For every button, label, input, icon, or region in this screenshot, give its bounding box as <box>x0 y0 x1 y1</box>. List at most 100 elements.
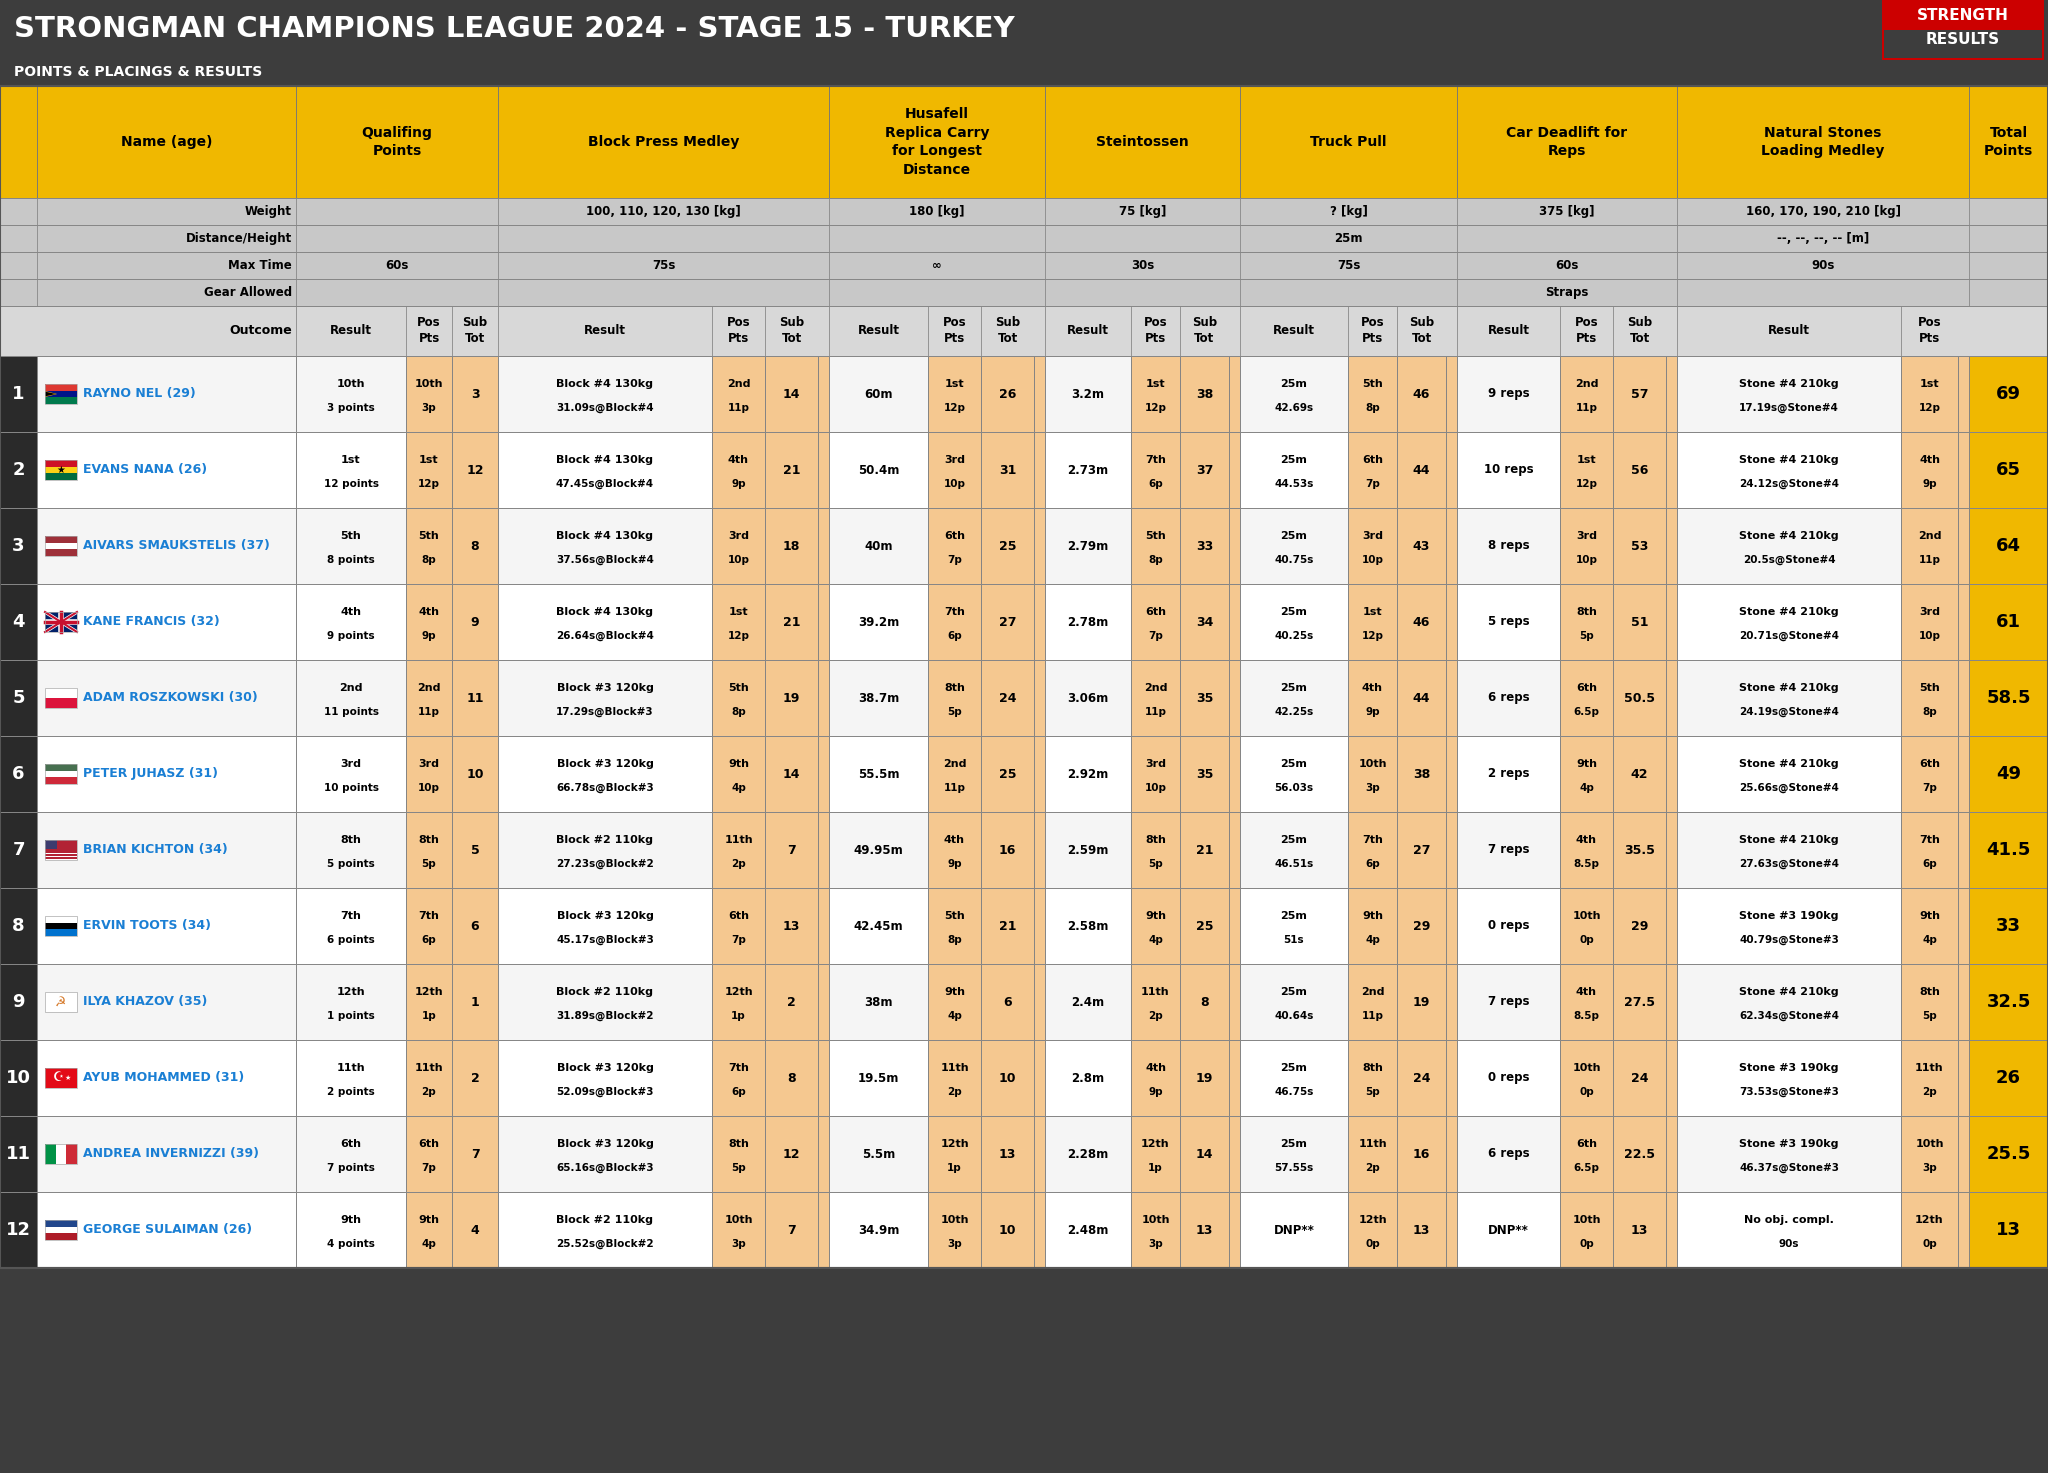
Text: 10th: 10th <box>1573 1064 1602 1074</box>
Text: 6p: 6p <box>731 1087 745 1097</box>
Text: ☪: ☪ <box>53 1071 63 1084</box>
Bar <box>55 1145 66 1164</box>
Text: 46: 46 <box>1413 387 1430 401</box>
Bar <box>498 963 713 1040</box>
Bar <box>498 1192 713 1268</box>
Text: 19.5m: 19.5m <box>858 1071 899 1084</box>
Text: Block #2 110kg: Block #2 110kg <box>557 987 653 997</box>
Bar <box>1348 812 1397 888</box>
Bar <box>713 736 766 812</box>
Bar <box>1968 660 2048 736</box>
Text: 9th: 9th <box>1145 912 1165 921</box>
Bar <box>45 1145 78 1164</box>
Bar <box>1397 736 1446 812</box>
Bar <box>1677 963 1901 1040</box>
Bar <box>45 467 78 473</box>
Bar <box>37 1040 2048 1117</box>
Text: 26: 26 <box>1997 1069 2021 1087</box>
Text: 60s: 60s <box>385 259 410 273</box>
Bar <box>0 225 2048 252</box>
Bar <box>713 888 766 963</box>
Text: EVANS NANA (26): EVANS NANA (26) <box>84 464 207 476</box>
Bar <box>1456 660 1561 736</box>
Text: 10th: 10th <box>1915 1139 1944 1149</box>
Bar <box>1229 736 1239 812</box>
Text: 2p: 2p <box>1149 1010 1163 1021</box>
Text: Qualifing
Points: Qualifing Points <box>362 125 432 158</box>
Bar <box>1456 812 1561 888</box>
Text: No obj. compl.: No obj. compl. <box>1745 1215 1833 1226</box>
Text: 25.52s@Block#2: 25.52s@Block#2 <box>557 1239 653 1249</box>
Text: 12th: 12th <box>414 987 442 997</box>
Bar <box>713 1117 766 1192</box>
Bar <box>0 1040 37 1117</box>
Bar <box>829 963 928 1040</box>
Bar <box>297 736 406 812</box>
Bar <box>1561 432 1614 508</box>
Text: 44: 44 <box>1413 691 1430 704</box>
Bar <box>37 356 2048 432</box>
Bar <box>1968 1192 2048 1268</box>
Text: 8th: 8th <box>1577 607 1597 617</box>
Bar <box>928 736 981 812</box>
Bar <box>1180 583 1229 660</box>
Text: 4th: 4th <box>1145 1064 1165 1074</box>
Text: 11th: 11th <box>940 1064 969 1074</box>
Bar <box>37 356 297 432</box>
Text: 8th: 8th <box>944 683 965 694</box>
Text: 9p: 9p <box>946 859 963 869</box>
Bar <box>1348 660 1397 736</box>
Bar <box>406 888 453 963</box>
Text: 25m: 25m <box>1280 683 1307 694</box>
Bar <box>45 991 78 1012</box>
Text: 8 reps: 8 reps <box>1487 539 1530 552</box>
Text: 13: 13 <box>1997 1221 2021 1239</box>
Text: 6p: 6p <box>422 935 436 944</box>
Text: 7th: 7th <box>1919 835 1939 846</box>
Text: 25m: 25m <box>1280 1139 1307 1149</box>
Bar <box>1397 660 1446 736</box>
Text: 7 points: 7 points <box>328 1162 375 1173</box>
Text: 6: 6 <box>1004 996 1012 1009</box>
Text: 2.73m: 2.73m <box>1067 464 1108 476</box>
Text: 375 [kg]: 375 [kg] <box>1540 205 1595 218</box>
Text: Stone #4 210kg: Stone #4 210kg <box>1739 987 1839 997</box>
Text: ∞: ∞ <box>932 259 942 273</box>
Bar <box>45 473 78 480</box>
Bar <box>981 888 1034 963</box>
Text: 5p: 5p <box>422 859 436 869</box>
Bar <box>817 432 829 508</box>
Bar <box>1958 963 1968 1040</box>
Bar <box>1968 963 2048 1040</box>
Text: 12p: 12p <box>727 630 750 641</box>
Text: 51: 51 <box>1630 616 1649 629</box>
Text: 60m: 60m <box>864 387 893 401</box>
Bar <box>498 812 713 888</box>
Bar <box>713 963 766 1040</box>
Bar <box>1614 1192 1665 1268</box>
Bar <box>498 583 713 660</box>
Text: 2nd: 2nd <box>727 379 750 389</box>
Text: 50.5: 50.5 <box>1624 691 1655 704</box>
Text: GEORGE SULAIMAN (26): GEORGE SULAIMAN (26) <box>84 1224 252 1236</box>
Text: Result: Result <box>1274 324 1315 337</box>
Bar <box>1446 888 1456 963</box>
Text: Car Deadlift for
Reps: Car Deadlift for Reps <box>1507 125 1628 158</box>
Text: 7th: 7th <box>418 912 440 921</box>
Bar <box>1561 888 1614 963</box>
Bar <box>829 508 928 583</box>
Bar <box>1958 812 1968 888</box>
Text: 0p: 0p <box>1579 935 1593 944</box>
Bar <box>1034 736 1044 812</box>
Text: 2.58m: 2.58m <box>1067 919 1108 932</box>
Text: 8p: 8p <box>422 555 436 564</box>
Bar <box>981 812 1034 888</box>
Text: ★: ★ <box>63 1075 70 1081</box>
Bar <box>817 963 829 1040</box>
Bar <box>297 1040 406 1117</box>
Bar <box>45 460 78 480</box>
Text: 12: 12 <box>467 464 483 476</box>
Bar <box>829 1117 928 1192</box>
Bar <box>1130 736 1180 812</box>
Text: 2.4m: 2.4m <box>1071 996 1104 1009</box>
